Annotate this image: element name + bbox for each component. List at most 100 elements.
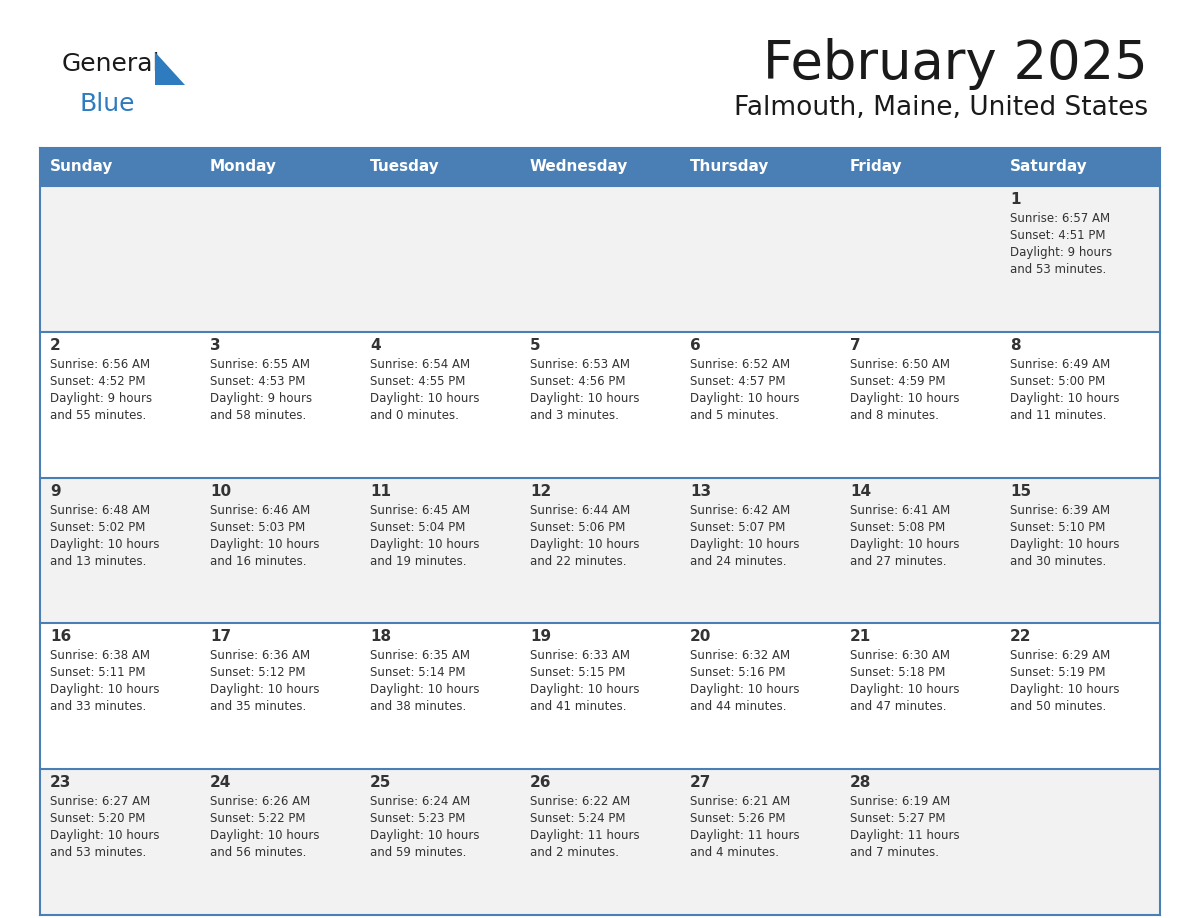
Text: Sunset: 5:23 PM: Sunset: 5:23 PM (369, 812, 466, 825)
Text: 12: 12 (530, 484, 551, 498)
Text: Daylight: 10 hours: Daylight: 10 hours (530, 538, 639, 551)
Text: and 33 minutes.: and 33 minutes. (50, 700, 146, 713)
Text: and 53 minutes.: and 53 minutes. (50, 846, 146, 859)
Text: Saturday: Saturday (1010, 160, 1088, 174)
Polygon shape (154, 52, 185, 85)
Text: and 30 minutes.: and 30 minutes. (1010, 554, 1106, 567)
Text: and 58 minutes.: and 58 minutes. (210, 409, 307, 421)
Text: Daylight: 10 hours: Daylight: 10 hours (530, 683, 639, 697)
Text: Daylight: 10 hours: Daylight: 10 hours (210, 683, 320, 697)
Text: and 24 minutes.: and 24 minutes. (690, 554, 786, 567)
Text: 1: 1 (1010, 192, 1020, 207)
Text: Sunset: 5:00 PM: Sunset: 5:00 PM (1010, 375, 1105, 387)
Text: Sunrise: 6:41 AM: Sunrise: 6:41 AM (849, 504, 950, 517)
Text: 23: 23 (50, 775, 71, 790)
Text: Daylight: 11 hours: Daylight: 11 hours (530, 829, 639, 842)
Text: and 11 minutes.: and 11 minutes. (1010, 409, 1106, 421)
Text: Sunset: 5:26 PM: Sunset: 5:26 PM (690, 812, 785, 825)
Text: 8: 8 (1010, 338, 1020, 353)
Text: Sunrise: 6:19 AM: Sunrise: 6:19 AM (849, 795, 950, 808)
Text: Daylight: 10 hours: Daylight: 10 hours (530, 392, 639, 405)
Text: Sunset: 5:14 PM: Sunset: 5:14 PM (369, 666, 466, 679)
Text: Sunset: 5:07 PM: Sunset: 5:07 PM (690, 521, 785, 533)
Text: 27: 27 (690, 775, 712, 790)
Text: Sunrise: 6:55 AM: Sunrise: 6:55 AM (210, 358, 310, 371)
Text: Sunset: 5:20 PM: Sunset: 5:20 PM (50, 812, 145, 825)
Text: 9: 9 (50, 484, 61, 498)
Text: and 16 minutes.: and 16 minutes. (210, 554, 307, 567)
Text: Sunset: 5:19 PM: Sunset: 5:19 PM (1010, 666, 1106, 679)
Text: Sunset: 5:18 PM: Sunset: 5:18 PM (849, 666, 946, 679)
Text: Sunrise: 6:32 AM: Sunrise: 6:32 AM (690, 649, 790, 663)
Text: Daylight: 10 hours: Daylight: 10 hours (369, 392, 480, 405)
Text: Sunset: 5:27 PM: Sunset: 5:27 PM (849, 812, 946, 825)
Text: Daylight: 9 hours: Daylight: 9 hours (1010, 246, 1112, 259)
Text: Sunrise: 6:48 AM: Sunrise: 6:48 AM (50, 504, 150, 517)
Text: Sunrise: 6:56 AM: Sunrise: 6:56 AM (50, 358, 150, 371)
Text: Sunset: 5:03 PM: Sunset: 5:03 PM (210, 521, 305, 533)
Text: Sunset: 4:52 PM: Sunset: 4:52 PM (50, 375, 145, 387)
Text: 25: 25 (369, 775, 391, 790)
Text: 16: 16 (50, 630, 71, 644)
Text: Daylight: 10 hours: Daylight: 10 hours (690, 683, 800, 697)
Text: Sunrise: 6:44 AM: Sunrise: 6:44 AM (530, 504, 631, 517)
Text: General: General (62, 52, 160, 76)
Text: Daylight: 10 hours: Daylight: 10 hours (690, 538, 800, 551)
Text: and 7 minutes.: and 7 minutes. (849, 846, 939, 859)
Text: 22: 22 (1010, 630, 1031, 644)
Text: Tuesday: Tuesday (369, 160, 440, 174)
Text: Daylight: 10 hours: Daylight: 10 hours (50, 829, 159, 842)
Text: and 47 minutes.: and 47 minutes. (849, 700, 947, 713)
Text: Sunrise: 6:45 AM: Sunrise: 6:45 AM (369, 504, 470, 517)
Text: and 56 minutes.: and 56 minutes. (210, 846, 307, 859)
Text: Daylight: 10 hours: Daylight: 10 hours (50, 538, 159, 551)
Text: Sunset: 5:04 PM: Sunset: 5:04 PM (369, 521, 466, 533)
Text: and 0 minutes.: and 0 minutes. (369, 409, 459, 421)
Text: 13: 13 (690, 484, 712, 498)
Text: Daylight: 11 hours: Daylight: 11 hours (690, 829, 800, 842)
Text: Daylight: 10 hours: Daylight: 10 hours (210, 829, 320, 842)
Text: and 41 minutes.: and 41 minutes. (530, 700, 626, 713)
Text: and 5 minutes.: and 5 minutes. (690, 409, 779, 421)
Text: Sunrise: 6:38 AM: Sunrise: 6:38 AM (50, 649, 150, 663)
Text: and 27 minutes.: and 27 minutes. (849, 554, 947, 567)
Text: and 2 minutes.: and 2 minutes. (530, 846, 619, 859)
Text: Sunset: 5:12 PM: Sunset: 5:12 PM (210, 666, 305, 679)
Text: and 4 minutes.: and 4 minutes. (690, 846, 779, 859)
Text: Daylight: 10 hours: Daylight: 10 hours (369, 829, 480, 842)
Text: Daylight: 10 hours: Daylight: 10 hours (50, 683, 159, 697)
Text: Sunset: 5:16 PM: Sunset: 5:16 PM (690, 666, 785, 679)
Text: Sunset: 4:53 PM: Sunset: 4:53 PM (210, 375, 305, 387)
Text: Daylight: 9 hours: Daylight: 9 hours (210, 392, 312, 405)
Text: Sunrise: 6:22 AM: Sunrise: 6:22 AM (530, 795, 631, 808)
Text: and 50 minutes.: and 50 minutes. (1010, 700, 1106, 713)
Text: Sunset: 5:24 PM: Sunset: 5:24 PM (530, 812, 626, 825)
Text: and 59 minutes.: and 59 minutes. (369, 846, 467, 859)
Text: and 44 minutes.: and 44 minutes. (690, 700, 786, 713)
Text: Daylight: 10 hours: Daylight: 10 hours (1010, 683, 1119, 697)
Bar (40, 186, 1159, 331)
Text: Daylight: 10 hours: Daylight: 10 hours (369, 538, 480, 551)
Text: and 13 minutes.: and 13 minutes. (50, 554, 146, 567)
Text: Sunrise: 6:21 AM: Sunrise: 6:21 AM (690, 795, 790, 808)
Text: and 8 minutes.: and 8 minutes. (849, 409, 939, 421)
Text: Monday: Monday (210, 160, 277, 174)
Text: and 3 minutes.: and 3 minutes. (530, 409, 619, 421)
Bar (40, 623, 1159, 769)
Text: Daylight: 9 hours: Daylight: 9 hours (50, 392, 152, 405)
Text: Sunrise: 6:26 AM: Sunrise: 6:26 AM (210, 795, 310, 808)
Text: Daylight: 10 hours: Daylight: 10 hours (210, 538, 320, 551)
Text: Daylight: 11 hours: Daylight: 11 hours (849, 829, 960, 842)
Text: Sunrise: 6:27 AM: Sunrise: 6:27 AM (50, 795, 150, 808)
Text: Sunset: 4:56 PM: Sunset: 4:56 PM (530, 375, 626, 387)
Text: 21: 21 (849, 630, 871, 644)
Text: Sunrise: 6:24 AM: Sunrise: 6:24 AM (369, 795, 470, 808)
Text: and 55 minutes.: and 55 minutes. (50, 409, 146, 421)
Text: Sunset: 4:59 PM: Sunset: 4:59 PM (849, 375, 946, 387)
Text: 10: 10 (210, 484, 232, 498)
Text: Daylight: 10 hours: Daylight: 10 hours (849, 392, 960, 405)
Text: Sunset: 4:51 PM: Sunset: 4:51 PM (1010, 229, 1106, 242)
Text: 3: 3 (210, 338, 221, 353)
Text: Daylight: 10 hours: Daylight: 10 hours (849, 538, 960, 551)
Bar (40, 477, 1159, 623)
